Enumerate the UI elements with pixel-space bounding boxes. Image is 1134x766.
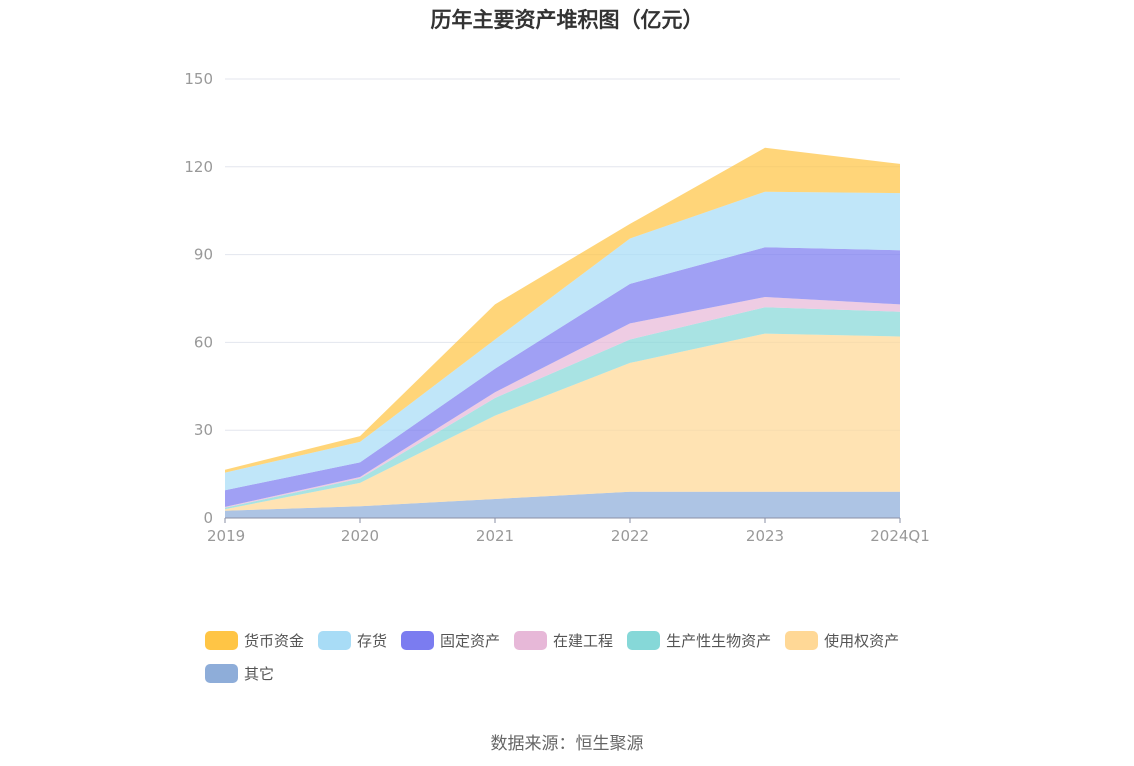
legend-item[interactable]: 其它 (205, 663, 274, 684)
legend: 货币资金 存货 固定资产 在建工程 生产性生物资产 使用权资产其它 (205, 630, 945, 684)
legend-label: 存货 (357, 632, 388, 650)
legend-label: 生产性生物资产 (666, 632, 772, 650)
legend-swatch (785, 631, 819, 650)
legend-item[interactable]: 固定资产 (401, 630, 500, 651)
x-tick-label: 2022 (611, 527, 649, 545)
axes: 0 30 60 90 120 150 2019 2020 2021 2022 2023 2024Q1 (184, 70, 929, 545)
legend-item[interactable]: 在建工程 (514, 630, 613, 651)
legend-label: 货币资金 (244, 632, 305, 650)
legend-swatch (627, 631, 661, 650)
x-tick-label: 2024Q1 (870, 527, 930, 545)
series-areas (225, 147, 900, 518)
legend-item[interactable]: 存货 (318, 630, 387, 651)
legend-label: 使用权资产 (824, 632, 900, 650)
legend-swatch (205, 631, 238, 650)
area-series (225, 491, 900, 518)
legend-label: 在建工程 (553, 632, 614, 650)
x-tick-label: 2019 (207, 527, 245, 545)
legend-label: 固定资产 (440, 632, 501, 650)
legend-label: 其它 (244, 665, 275, 683)
legend-swatch (401, 631, 435, 650)
y-tick-label: 60 (194, 333, 213, 351)
stacked-area-chart: 0 30 60 90 120 150 2019 2020 2021 2022 2023 2024Q1 (184, 70, 929, 545)
legend-item[interactable]: 生产性生物资产 (627, 630, 771, 651)
x-tick-label: 2021 (476, 527, 514, 545)
y-tick-label: 120 (184, 158, 213, 176)
chart-title: 历年主要资产堆积图（亿元） (430, 8, 704, 32)
area-series (225, 191, 900, 491)
legend-swatch (205, 664, 238, 683)
area-series (225, 247, 900, 507)
legend-item[interactable]: 货币资金 (205, 630, 304, 651)
x-tick-label: 2023 (746, 527, 784, 545)
legend-swatch (318, 631, 352, 650)
area-series (225, 333, 900, 511)
area-series (225, 147, 900, 473)
y-tick-label: 150 (184, 70, 213, 88)
y-tick-label: 30 (194, 421, 213, 439)
x-tick-label: 2020 (341, 527, 379, 545)
area-series (225, 307, 900, 510)
legend-item[interactable]: 使用权资产 (785, 630, 899, 651)
data-source-note: 数据来源：恒生聚源 (490, 734, 644, 754)
legend-swatch (514, 631, 548, 650)
y-tick-label: 0 (203, 509, 213, 527)
y-tick-label: 90 (194, 246, 213, 264)
